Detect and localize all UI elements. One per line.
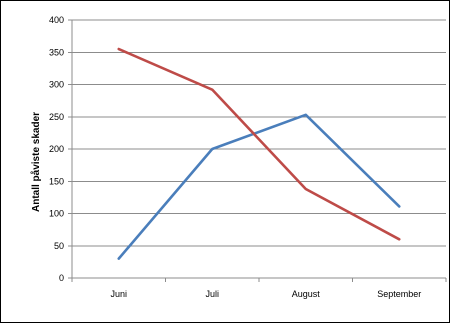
y-tick-label: 200 xyxy=(49,144,64,154)
x-tick-label: Juni xyxy=(110,289,127,299)
y-tick-label: 0 xyxy=(59,273,64,283)
gridlines xyxy=(72,19,446,247)
y-tick-label: 250 xyxy=(49,112,64,122)
series-line-2 xyxy=(117,47,401,241)
x-tick-label: Juli xyxy=(205,289,219,299)
series-line-1 xyxy=(117,113,401,260)
x-tick-label: September xyxy=(377,289,421,299)
y-tick-label: 300 xyxy=(49,80,64,90)
y-tick-label: 400 xyxy=(49,15,64,25)
x-tick-labels: Juni Juli August September xyxy=(110,289,421,299)
y-axis-label: Antall påviste skader xyxy=(30,112,42,212)
axes xyxy=(68,19,447,282)
y-tick-label: 150 xyxy=(49,176,64,186)
y-tick-label: 350 xyxy=(49,47,64,57)
y-tick-label: 100 xyxy=(49,209,64,219)
y-tick-label: 50 xyxy=(54,241,64,251)
y-tick-labels: 0 50 100 150 200 250 300 350 400 xyxy=(49,15,64,283)
series-lines xyxy=(117,47,401,260)
x-tick-label: August xyxy=(292,289,321,299)
